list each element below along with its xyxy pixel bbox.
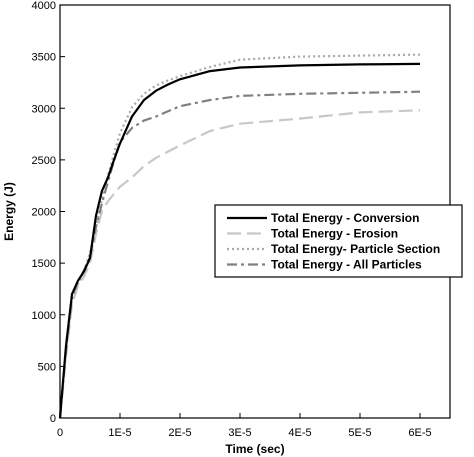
axis-ticks xyxy=(59,4,421,419)
x-tick-label: 2E-5 xyxy=(168,427,191,439)
legend-label: Total Energy - Erosion xyxy=(271,227,398,241)
legend-label: Total Energy- Particle Section xyxy=(271,242,440,256)
x-tick-label: 3E-5 xyxy=(228,427,251,439)
y-tick-label: 4000 xyxy=(32,0,56,12)
legend: Total Energy - Conversion Total Energy - … xyxy=(214,204,463,278)
y-tick-label: 500 xyxy=(38,361,56,373)
y-tick-label: 3000 xyxy=(32,103,56,115)
y-tick-label: 0 xyxy=(50,413,56,425)
legend-label: Total Energy - All Particles xyxy=(271,258,422,272)
y-tick-label: 1500 xyxy=(32,258,56,270)
y-tick-label: 2500 xyxy=(32,155,56,167)
x-tick-label: 0 xyxy=(57,427,63,439)
y-axis-title: Energy (J) xyxy=(2,182,16,241)
x-tick-label: 4E-5 xyxy=(288,427,311,439)
y-tick-label: 3500 xyxy=(32,52,56,64)
legend-label: Total Energy - Conversion xyxy=(271,211,419,225)
y-tick-label: 2000 xyxy=(32,207,56,219)
y-tick-label: 1000 xyxy=(32,310,56,322)
x-tick-label: 6E-5 xyxy=(408,427,431,439)
series-line-0 xyxy=(58,62,421,419)
series-line-1 xyxy=(58,109,421,419)
x-tick-label: 1E-5 xyxy=(108,427,131,439)
x-tick-label: 5E-5 xyxy=(348,427,371,439)
series-lines xyxy=(58,53,421,419)
y-tick-labels: 0 500 1000 1500 2000 2500 3000 3500 4000 xyxy=(32,0,56,425)
x-tick-labels: 0 1E-5 2E-5 3E-5 4E-5 5E-5 6E-5 xyxy=(57,427,432,439)
x-axis-title: Time (sec) xyxy=(225,442,284,456)
